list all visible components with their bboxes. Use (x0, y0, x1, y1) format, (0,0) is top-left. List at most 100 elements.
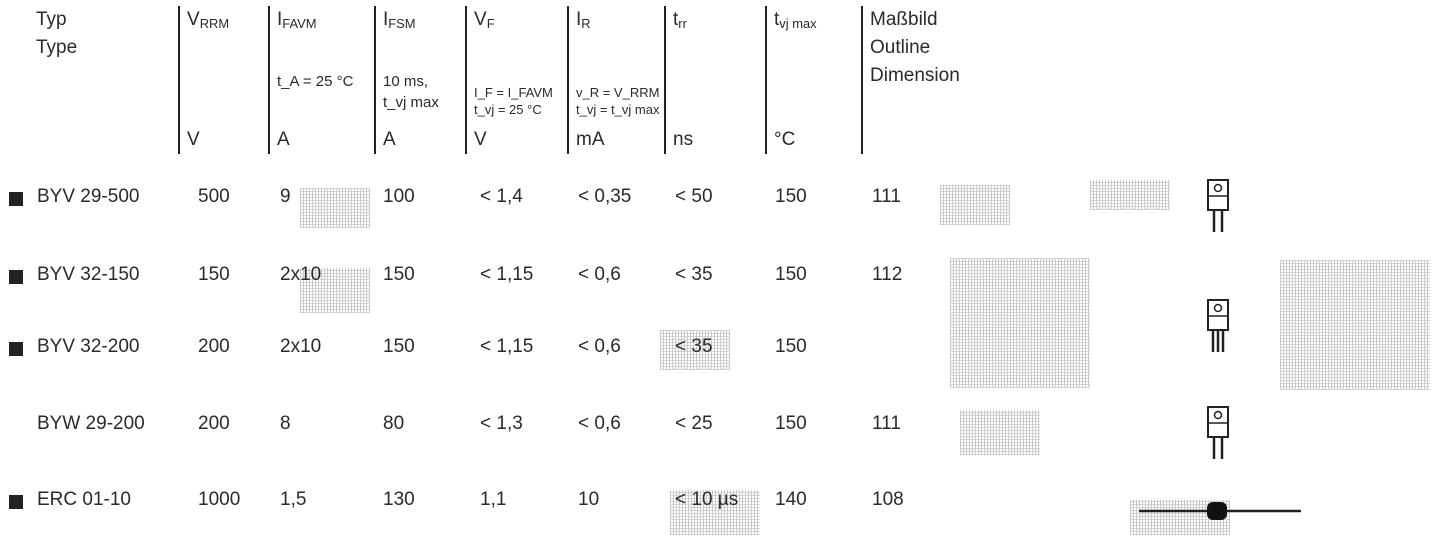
cell-trr: < 10 µs (675, 489, 739, 510)
cell-ir: 10 (578, 489, 600, 510)
header-outline-de: Maßbild (870, 9, 938, 30)
cell-outline: 112 (872, 264, 903, 285)
unit-tvj: °C (774, 129, 796, 150)
cond-ifavm: t_A = 25 °C (277, 73, 354, 90)
column-divider (178, 6, 180, 154)
header-outline-en: Outline (870, 37, 931, 58)
unit-ir: mA (576, 129, 605, 150)
header-ifsm: IFSM (383, 9, 416, 32)
unit-ifavm: A (277, 129, 290, 150)
cell-ifsm: 150 (383, 336, 415, 357)
bullet-marker (9, 192, 23, 206)
cell-tvj: 150 (775, 186, 807, 207)
cell-ifavm: 2x10 (280, 264, 322, 285)
to220-package-icon (1207, 179, 1229, 232)
column-divider (861, 6, 863, 154)
cell-vf: < 1,15 (480, 336, 534, 357)
cell-vrrm: 1000 (198, 489, 241, 510)
cond-vf-1: I_F = I_FAVM (474, 85, 553, 100)
cell-vf: < 1,4 (480, 186, 523, 207)
bullet-marker (9, 342, 23, 356)
cell-ir: < 0,6 (578, 413, 621, 434)
table-row: BYV 29-500 500 9 100 < 1,4 < 0,35 < 50 150 111 (0, 180, 1447, 220)
header-outline-en2: Dimension (870, 65, 960, 86)
scan-noise (660, 330, 730, 370)
cell-vrrm: 150 (198, 264, 230, 285)
table-row: BYV 32-200 200 2x10 150 < 1,15 < 0,6 < 35 150 (0, 330, 1447, 370)
header-ifavm: IFAVM (277, 9, 317, 32)
unit-vf: V (474, 129, 487, 150)
cond-ir-2: t_vj = t_vj max (576, 102, 660, 117)
column-divider (374, 6, 376, 154)
cell-trr: < 35 (675, 336, 713, 357)
scan-noise (1280, 260, 1430, 390)
table-row: ERC 01-10 1000 1,5 130 1,1 10 < 10 µs 140 108 (0, 483, 1447, 523)
header-type-en: Type (36, 37, 78, 58)
cell-vrrm: 200 (198, 336, 230, 357)
cell-outline: 111 (872, 186, 901, 207)
table-row: BYV 32-150 150 2x10 150 < 1,15 < 0,6 < 35 150 11… (0, 258, 1447, 298)
cond-ir-1: v_R = V_RRM (576, 85, 660, 100)
cell-ir: < 0,6 (578, 336, 621, 357)
cell-ifavm: 2x10 (280, 336, 322, 357)
scan-noise (300, 188, 370, 228)
cell-type: BYV 32-200 (37, 336, 140, 357)
header-vrrm: VRRM (187, 9, 230, 32)
header-trr: trr (673, 9, 687, 32)
header-ir: IR (576, 9, 591, 32)
cell-ifavm: 1,5 (280, 489, 307, 510)
cell-vrrm: 200 (198, 413, 230, 434)
cell-outline: 111 (872, 413, 901, 434)
cell-tvj: 140 (775, 489, 807, 510)
column-divider (465, 6, 467, 154)
cell-trr: < 50 (675, 186, 713, 207)
unit-ifsm: A (383, 129, 396, 150)
bullet-marker (9, 495, 23, 509)
column-divider (765, 6, 767, 154)
cell-ir: < 0,6 (578, 264, 621, 285)
bullet-marker (9, 270, 23, 284)
cell-type: BYW 29-200 (37, 413, 145, 434)
cell-ifsm: 80 (383, 413, 405, 434)
cell-ir: < 0,35 (578, 186, 632, 207)
cell-type: BYV 29-500 (37, 186, 140, 207)
column-divider (567, 6, 569, 154)
scan-noise (670, 490, 760, 535)
column-divider (664, 6, 666, 154)
axial-diode-icon (1139, 502, 1301, 520)
cell-outline: 108 (872, 489, 904, 510)
header-tvj: tvj max (774, 9, 817, 32)
cell-ifsm: 100 (383, 186, 415, 207)
cell-tvj: 150 (775, 336, 807, 357)
header-vf: VF (474, 9, 495, 32)
cell-ifsm: 130 (383, 489, 415, 510)
column-divider (268, 6, 270, 154)
cond-vf-2: t_vj = 25 °C (474, 102, 542, 117)
header-type-de: Typ (36, 9, 67, 30)
unit-vrrm: V (187, 129, 200, 150)
cell-vrrm: 500 (198, 186, 230, 207)
scan-noise (940, 185, 1010, 225)
cond-ifsm-1: 10 ms, (383, 73, 429, 90)
scan-noise (960, 410, 1040, 455)
cell-ifsm: 150 (383, 264, 415, 285)
cell-tvj: 150 (775, 264, 807, 285)
unit-trr: ns (673, 129, 694, 150)
scan-noise (1090, 180, 1170, 210)
scan-noise (950, 258, 1090, 388)
cell-tvj: 150 (775, 413, 807, 434)
cell-ifavm: 9 (280, 186, 291, 207)
cell-vf: < 1,15 (480, 264, 534, 285)
scan-noise (300, 268, 370, 313)
cell-type: ERC 01-10 (37, 489, 131, 510)
table-row: BYW 29-200 200 8 80 < 1,3 < 0,6 < 25 150 111 (0, 407, 1447, 447)
to220-package-icon (1207, 406, 1229, 459)
cell-trr: < 25 (675, 413, 713, 434)
cell-vf: < 1,3 (480, 413, 523, 434)
cell-ifavm: 8 (280, 413, 291, 434)
cell-vf: 1,1 (480, 489, 507, 510)
cond-ifsm-2: t_vj max (383, 94, 439, 111)
cell-trr: < 35 (675, 264, 713, 285)
to220-package-icon (1207, 299, 1229, 352)
cell-type: BYV 32-150 (37, 264, 140, 285)
